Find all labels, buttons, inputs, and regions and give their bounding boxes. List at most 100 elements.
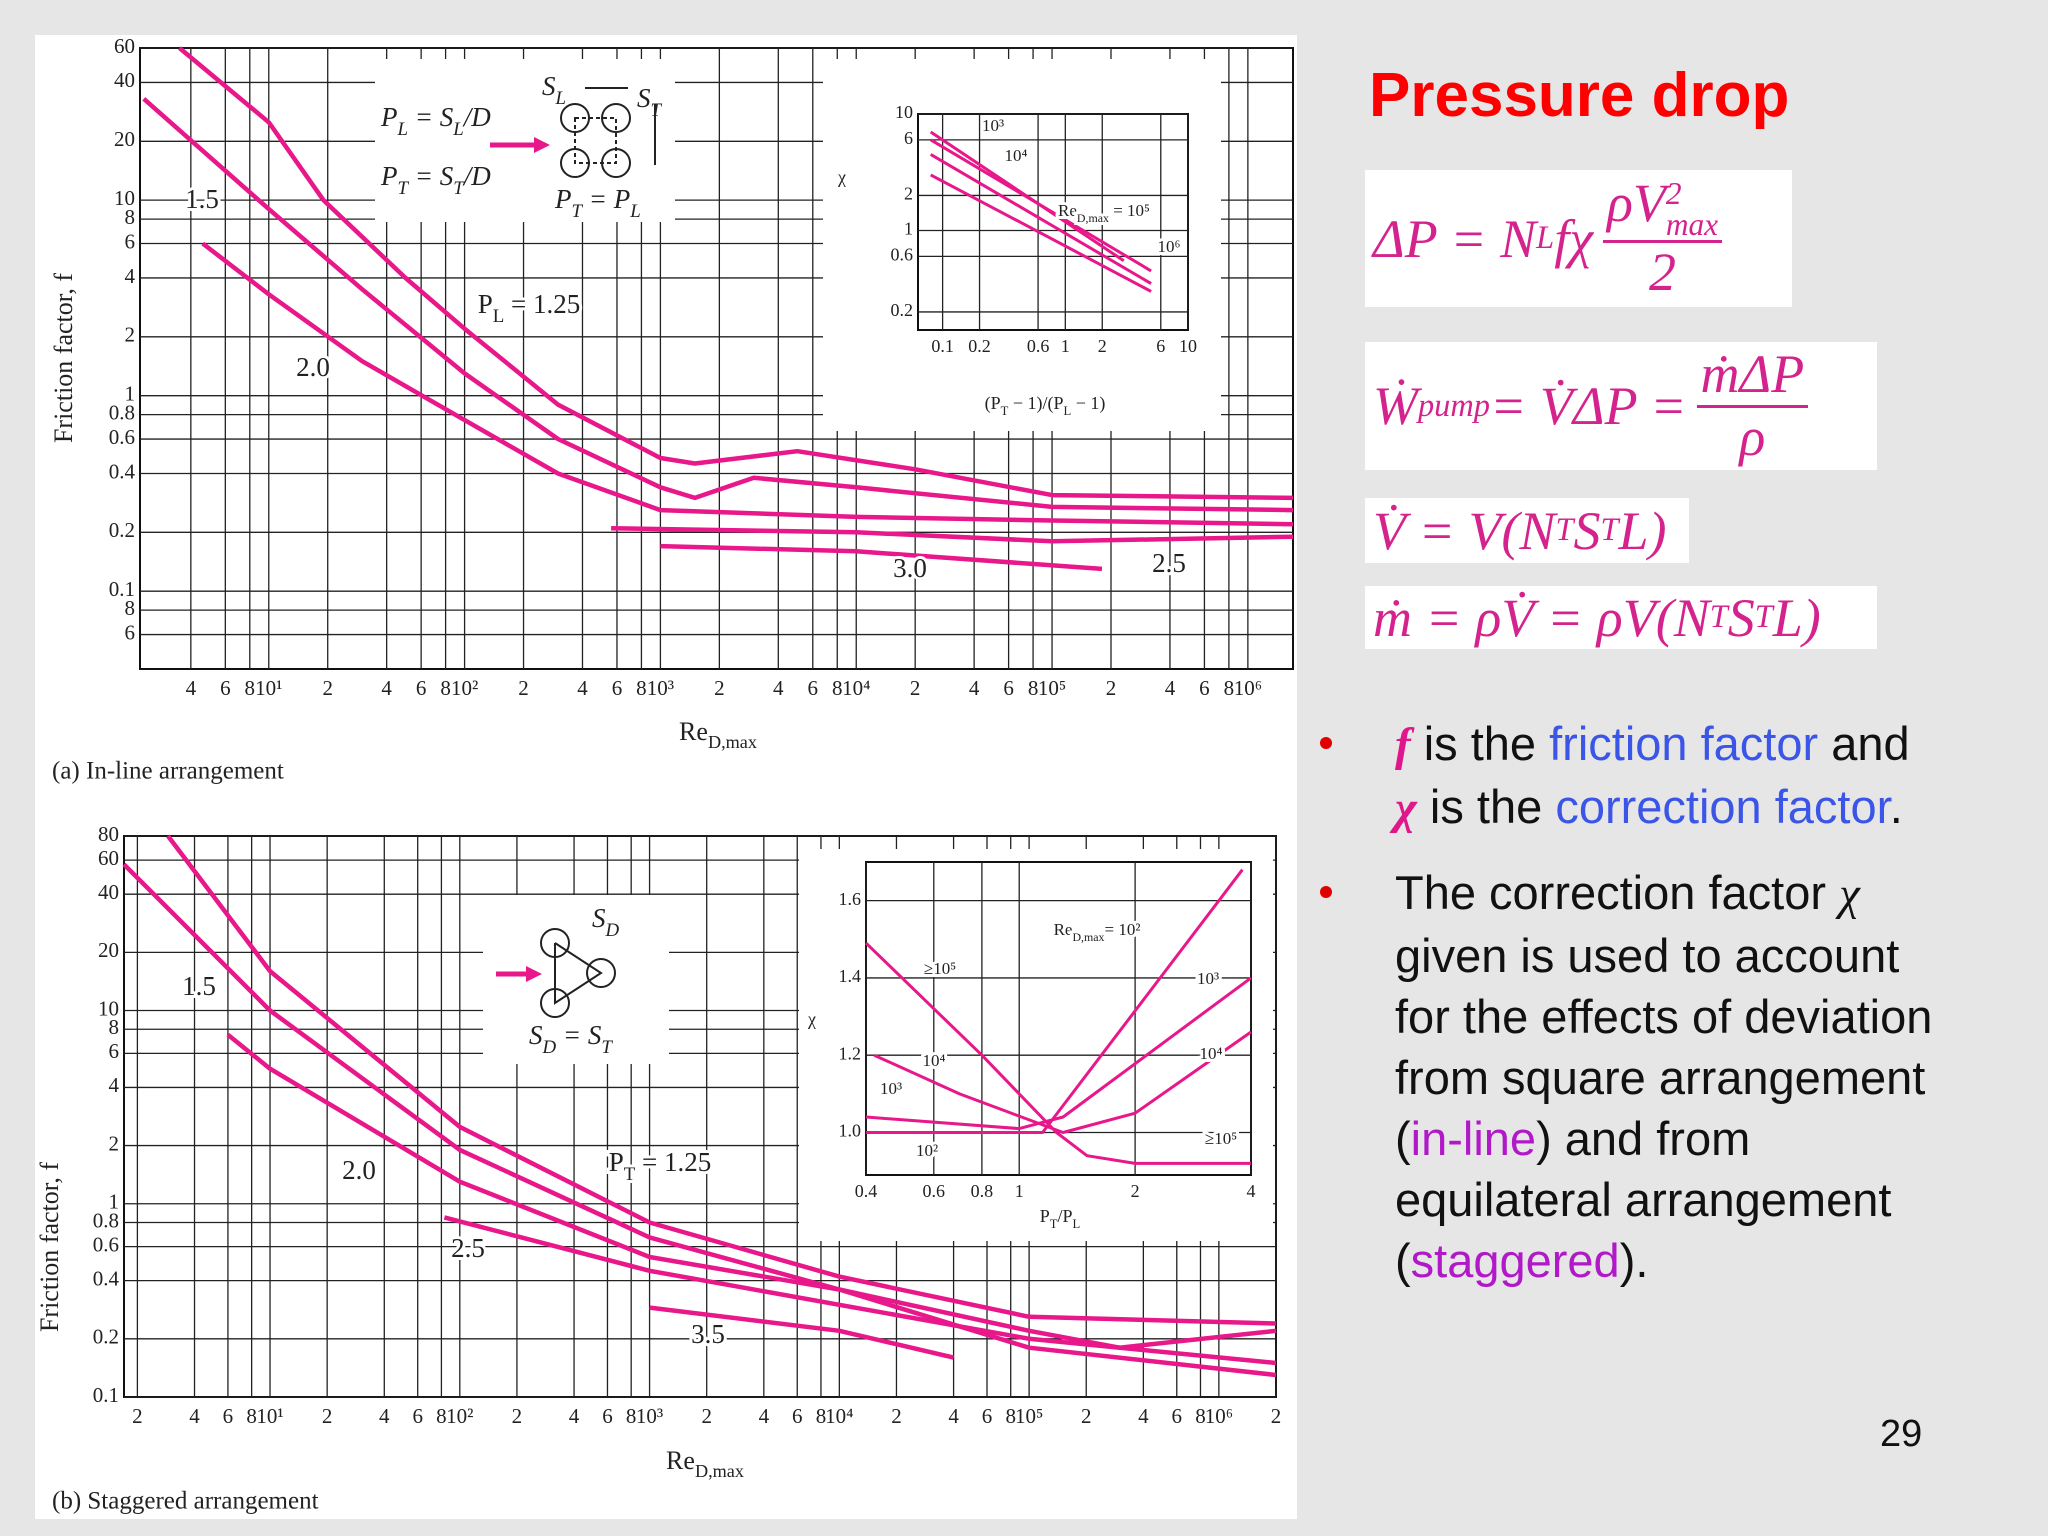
x-tick-label: 0.6 — [1027, 336, 1050, 356]
y-tick-label: 10 — [114, 186, 135, 210]
text-segment: /D — [462, 161, 492, 191]
bullet: f is the friction factor and χ is the co… — [1395, 713, 1910, 839]
text-segment: 2.5 — [451, 1233, 485, 1263]
x-tick-label: 10⁴ — [842, 676, 870, 700]
text-segment: P — [1040, 1206, 1050, 1226]
x-tick-label: 4 — [189, 1404, 200, 1428]
curve-label: 3.0 — [893, 553, 927, 583]
text-segment: = 1.25 — [504, 289, 580, 319]
y-tick-label: 60 — [114, 34, 135, 58]
text-segment: 10³ — [1197, 969, 1219, 988]
text-segment: D,max — [708, 732, 757, 752]
x-tick-label: 6 — [792, 1404, 803, 1428]
text-segment: 2.0 — [296, 352, 330, 382]
x-tick-label: 2 — [322, 676, 333, 700]
text-segment: 10⁴ — [1005, 146, 1028, 165]
curve-label: 1.5 — [182, 971, 216, 1001]
bullet-line: equilateral arrangement — [1395, 1173, 1892, 1226]
eq-sup: 2 — [1665, 175, 1682, 211]
x-tick-label: 2 — [1271, 1404, 1282, 1428]
x-tick-label: 0.6 — [923, 1181, 946, 1201]
curve — [873, 1030, 1252, 1134]
x-tick-label: 2 — [714, 676, 725, 700]
text-segment: Re — [1054, 920, 1073, 939]
text-segment: Re — [666, 1446, 695, 1475]
y-tick-label: 2 — [125, 323, 136, 347]
y-tick-label: 4 — [125, 264, 136, 288]
y-axis-label: Friction factor, f — [35, 1162, 64, 1332]
x-tick-label: 4 — [773, 676, 784, 700]
eq-sub: T — [1600, 512, 1619, 548]
x-tick-label: 6 — [602, 1404, 613, 1428]
y-tick-label: 0.2 — [891, 300, 914, 320]
curve — [166, 834, 1277, 1326]
y-tick-label: 2 — [109, 1131, 120, 1155]
bullet-line: The correction factor χ — [1395, 862, 1932, 925]
y-tick-label: 0.4 — [93, 1266, 120, 1290]
y-tick-label: 40 — [98, 880, 119, 904]
eq-part: V̇ = V(N — [1373, 500, 1556, 561]
term: correction factor — [1555, 780, 1890, 833]
text-segment: T — [601, 1037, 613, 1058]
eq-sub: T — [1555, 512, 1574, 548]
eq-part: = V̇ΔP = — [1489, 376, 1687, 436]
caption: (a) In-line arrangement — [52, 758, 284, 785]
x-tick-label: 2 — [1131, 1181, 1140, 1201]
x-tick-label: 6 — [982, 1404, 993, 1428]
y-tick-label: 6 — [125, 229, 136, 253]
text-segment: = P — [582, 184, 630, 214]
text-segment: D — [542, 1037, 557, 1058]
y-tick-label: 40 — [114, 68, 135, 92]
x-tick-label: 0.4 — [855, 1181, 878, 1201]
curve — [649, 1305, 955, 1360]
symbol: f — [1395, 719, 1411, 771]
text-segment: − 1) — [1071, 393, 1105, 414]
x-tick-label: 6 — [412, 1404, 423, 1428]
x-tick-label: 8 — [1005, 1404, 1016, 1428]
eq-sub: max — [1665, 206, 1719, 242]
text-segment: 10³ — [982, 116, 1004, 135]
x-tick-label: 10³ — [647, 676, 674, 700]
x-tick-label: 6 — [416, 676, 427, 700]
text-segment: ≥10⁵ — [924, 959, 956, 978]
text-segment: 10⁴ — [923, 1051, 946, 1070]
x-tick-label: 6 — [1003, 676, 1014, 700]
text-segment: S — [592, 903, 606, 933]
text-segment: /P — [1058, 1206, 1073, 1226]
eq-part: L) — [1618, 500, 1667, 561]
curve-label: ≥10⁵ — [1205, 1129, 1237, 1148]
x-tick-label: 8 — [1028, 676, 1039, 700]
text-segment: L — [1073, 1217, 1081, 1231]
text-segment: 2.5 — [1152, 548, 1186, 578]
x-tick-label: 4 — [577, 676, 588, 700]
y-tick-label: 1 — [125, 381, 136, 405]
curve-label: ReD,max = 10⁵ — [1058, 201, 1150, 225]
curve — [929, 173, 1152, 293]
text-segment: L — [629, 201, 641, 222]
text-segment: P — [554, 184, 572, 214]
text: ( — [1395, 1112, 1411, 1165]
text-segment: = S — [556, 1020, 602, 1050]
text-segment: D,max — [1072, 930, 1104, 944]
text: ( — [1395, 1234, 1411, 1287]
y-tick-label: 1.6 — [839, 889, 862, 909]
y-tick-label: 4 — [109, 1073, 120, 1097]
bullet-line: χ is the correction factor. — [1395, 776, 1910, 839]
diagram-label: SL — [542, 71, 566, 109]
tube-diagram-inline — [560, 87, 656, 178]
diagram-label: ST — [637, 83, 663, 121]
text-segment: P — [380, 161, 398, 191]
y-tick-label: 0.8 — [93, 1208, 119, 1232]
x-tick-label: 1 — [1015, 1181, 1024, 1201]
term: friction factor — [1549, 717, 1819, 770]
eq-part: ṁΔP — [1696, 344, 1809, 408]
text-segment: L — [1064, 404, 1072, 418]
x-tick-label: 2 — [891, 1404, 902, 1428]
y-tick-label: 2 — [904, 184, 913, 204]
curve-label: 10³ — [880, 1079, 902, 1098]
y-tick-label: 20 — [114, 127, 135, 151]
x-tick-label: 6 — [220, 676, 231, 700]
curve-label: 10³ — [1197, 969, 1219, 988]
text-segment: S — [529, 1020, 543, 1050]
